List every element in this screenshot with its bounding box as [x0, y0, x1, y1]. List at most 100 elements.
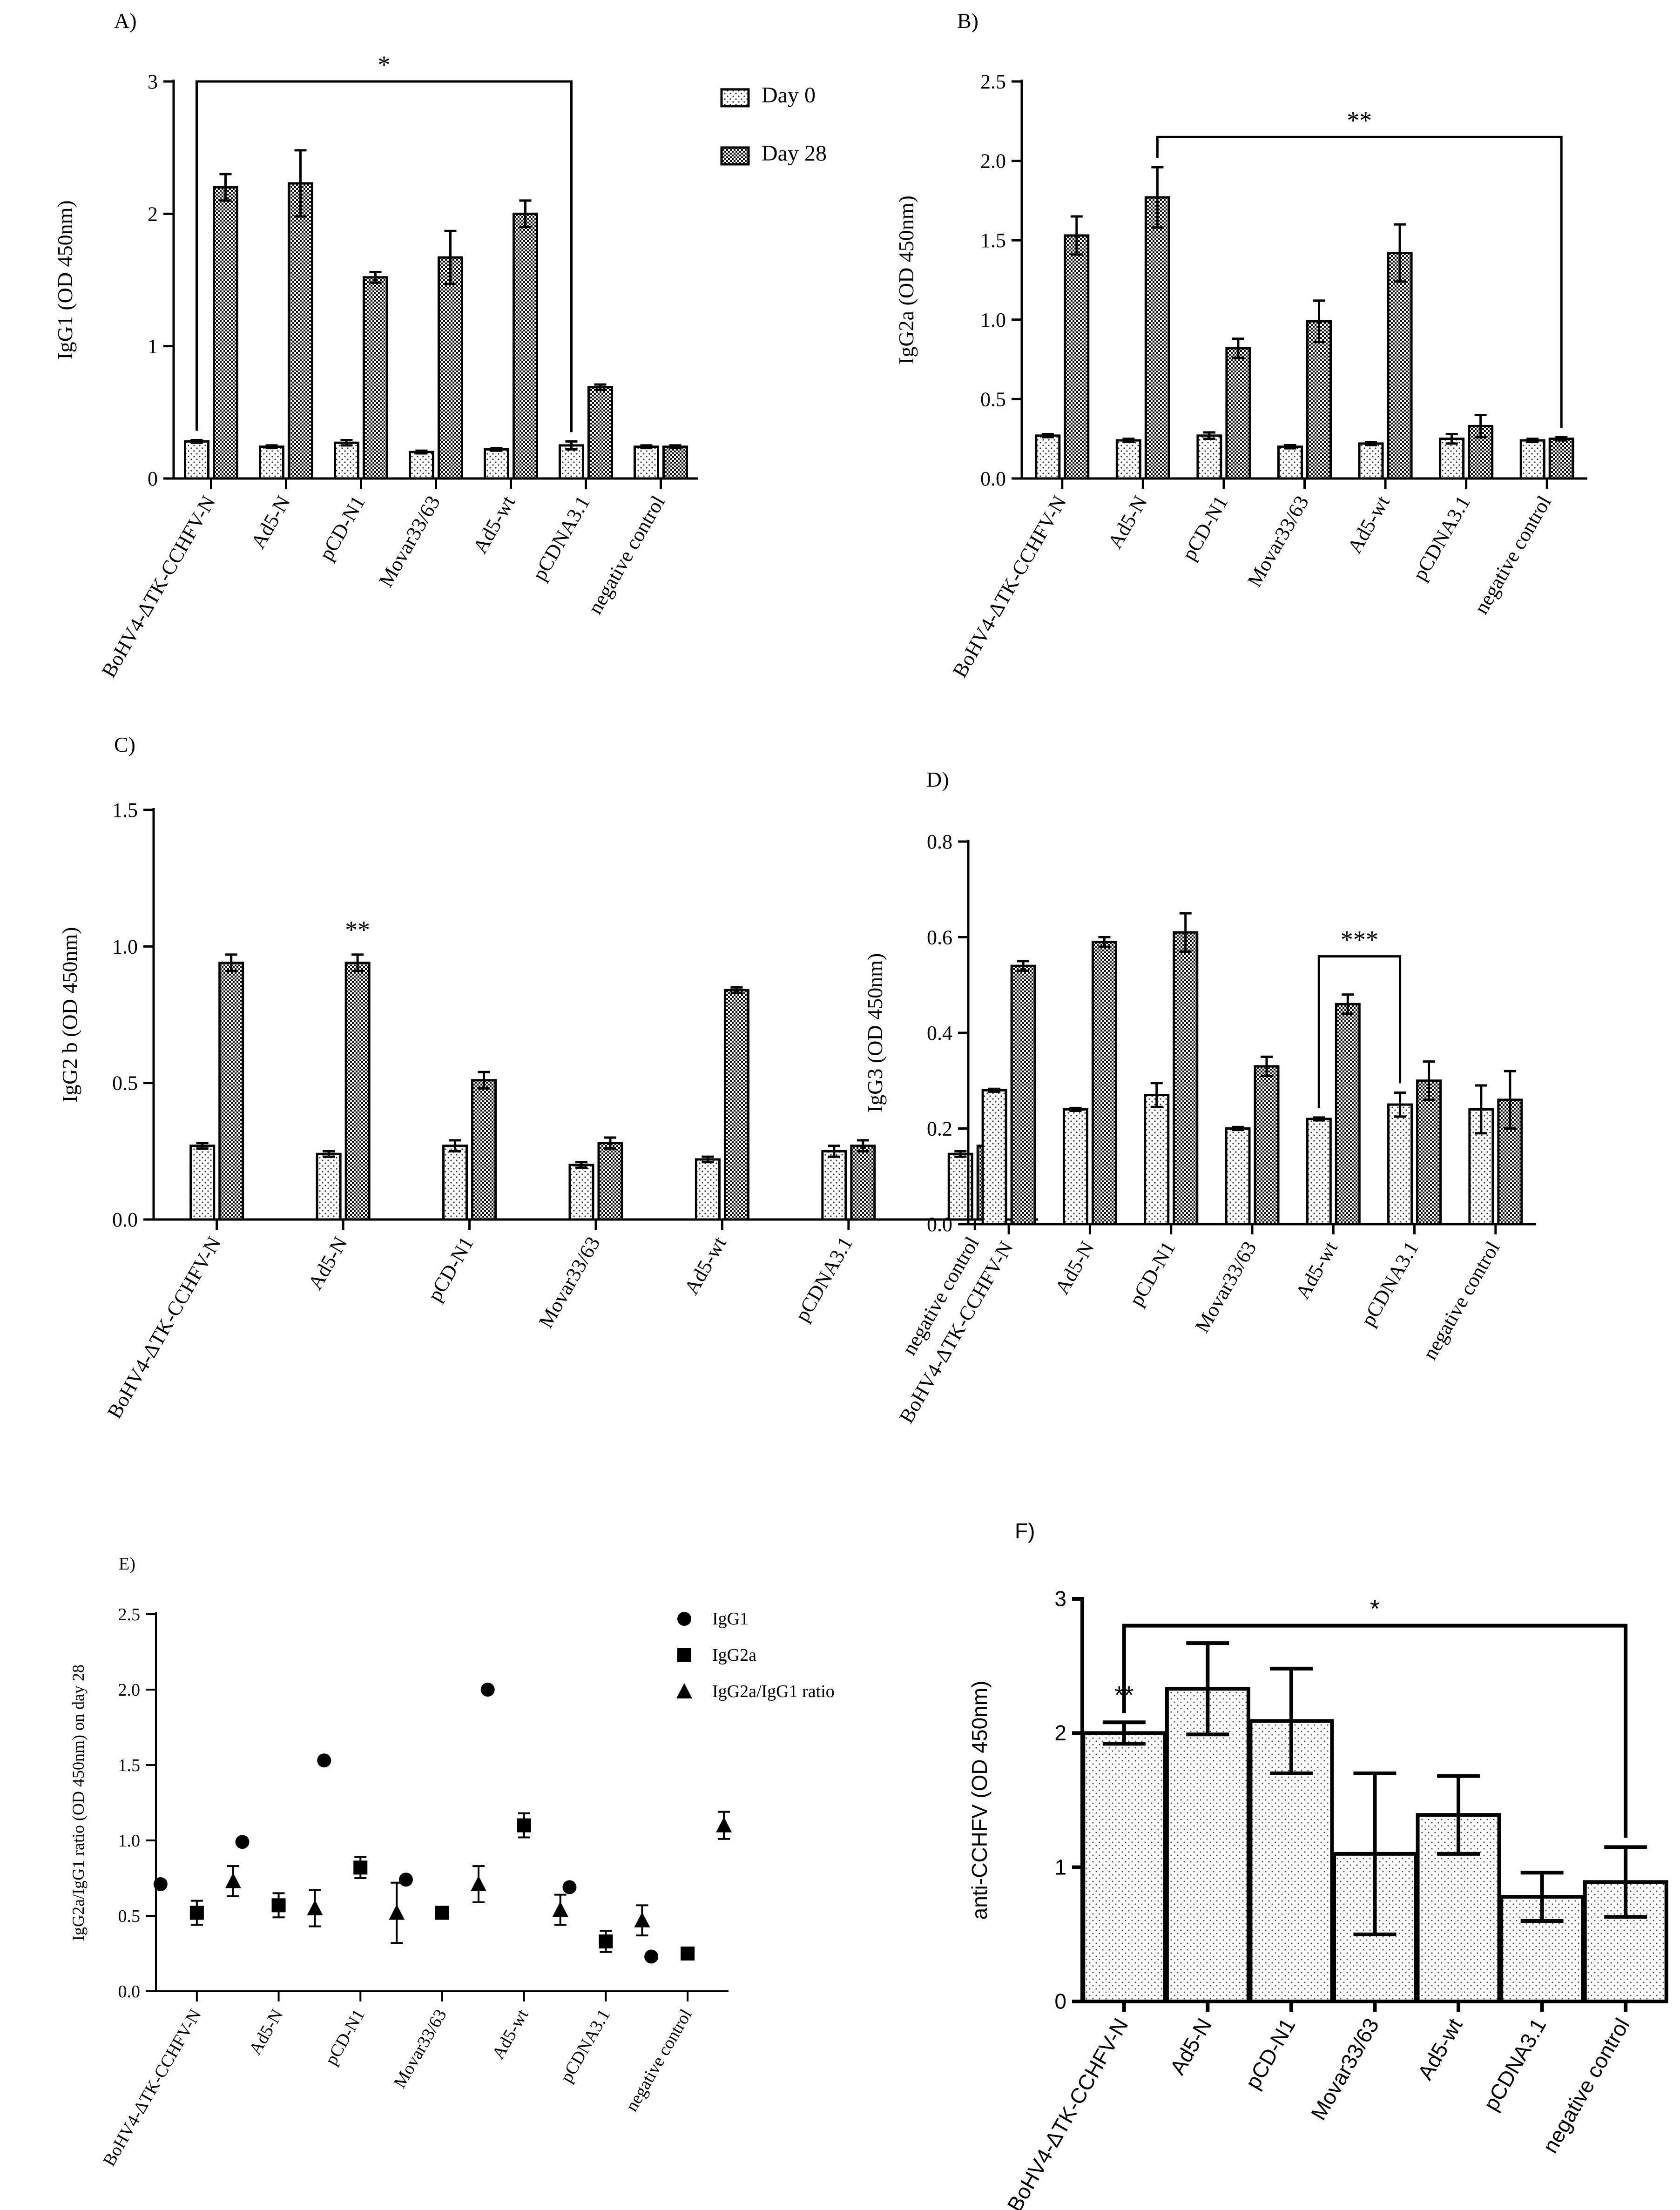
bar-value: [1165, 1687, 1250, 2003]
y-axis-label: IgG2a/IgG1 ratio (OD 450nm) on day 28: [69, 1664, 88, 1941]
x-tick-label: Movar33/63: [1306, 2014, 1383, 2124]
x-tick-label: negative control: [1538, 2014, 1634, 2157]
panel-label: D): [926, 768, 949, 791]
panel-label: F): [1015, 1519, 1035, 1543]
bar-day0: [259, 445, 284, 480]
panel-label: C): [114, 733, 135, 756]
y-tick-label: 0.5: [112, 1072, 138, 1095]
x-tick-label: pCDNA3.1: [790, 1233, 857, 1326]
bar-day28: [513, 212, 538, 480]
y-tick-label: 1: [1054, 1855, 1066, 1879]
marker-circle: [677, 1612, 691, 1626]
significance-label: **: [345, 916, 370, 944]
bar-value: [1081, 1731, 1167, 2003]
x-tick-label: pCDNA3.1: [1356, 1238, 1423, 1330]
bar-day28: [363, 276, 388, 480]
bar-day28: [1173, 931, 1199, 1226]
significance-label: ***: [1341, 926, 1378, 954]
bar-day0: [1358, 442, 1384, 480]
y-tick-label: 1.5: [112, 799, 138, 822]
x-tick-label: Movar33/63: [374, 492, 445, 591]
y-axis-label: anti-CCHFV (OD 450nm): [967, 1681, 992, 1920]
y-tick-label: 1: [148, 335, 158, 358]
bar-day0: [559, 444, 584, 480]
y-tick-label: 0.5: [118, 1907, 141, 1926]
marker-circle: [317, 1753, 331, 1768]
y-axis-label: IgG2 b (OD 450nm): [58, 927, 81, 1103]
marker-square: [677, 1648, 691, 1662]
y-axis-label: IgG1 (OD 450nm): [53, 200, 77, 359]
bar-day0: [1439, 438, 1465, 480]
x-tick-label: pCDNA3.1: [557, 2006, 614, 2086]
x-tick-label: negative control: [1418, 1238, 1505, 1364]
significance-bracket: [1156, 135, 1563, 428]
x-tick-label: pCD-N1: [1177, 492, 1232, 565]
x-tick-label: Ad5-N: [1103, 492, 1152, 552]
x-tick-label: Ad5-N: [245, 2006, 287, 2058]
y-tick-label: 0: [148, 467, 158, 490]
bar-day0: [1196, 434, 1222, 480]
marker-triangle: [552, 1901, 568, 1917]
bar-day0: [568, 1164, 594, 1221]
y-tick-label: 0.0: [112, 1208, 138, 1231]
x-tick-label: Movar33/63: [390, 2006, 450, 2092]
bar-day0: [189, 1145, 216, 1221]
significance-bracket: [1317, 955, 1402, 1108]
x-tick-label: pCDNA3.1: [1478, 2014, 1551, 2115]
x-tick-label: pCD-N1: [315, 492, 370, 565]
bar-day0: [316, 1152, 342, 1221]
y-tick-label: 1.0: [118, 1831, 141, 1851]
marker-square: [189, 1906, 204, 1920]
bar-day0: [1519, 439, 1545, 480]
x-tick-label: pCDNA3.1: [528, 492, 594, 585]
panel-label: A): [114, 9, 137, 33]
x-tick-label: negative control: [583, 492, 669, 618]
bar-day28: [723, 989, 749, 1221]
panel-e: E) 0.0 0.5 1.0 1.5 2.0 2.5 IgG2a/IgG1 ratio (OD…: [69, 1554, 835, 2170]
x-tick-label: BoHV4-ΔTK-CCHFV-N: [99, 2006, 205, 2170]
bar-day28: [1306, 320, 1332, 480]
marker-triangle: [471, 1875, 486, 1891]
bar-day28: [471, 1079, 497, 1221]
y-tick-label: 0.4: [927, 1022, 952, 1044]
marker-square: [599, 1934, 613, 1949]
marker-triangle: [716, 1817, 732, 1833]
marker-square: [435, 1906, 449, 1920]
panel-label: B): [957, 9, 978, 33]
legend: Day 0 Day 28: [720, 83, 827, 166]
y-tick-label: 2: [148, 202, 158, 225]
bar-day0: [1387, 1103, 1413, 1226]
bar-day28: [662, 445, 688, 480]
y-tick-label: 2.0: [980, 150, 1006, 173]
significance-bracket: [196, 80, 573, 432]
x-tick-label: Ad5-wt: [680, 1233, 731, 1299]
bar-day28: [1225, 347, 1251, 480]
x-tick-label: BoHV4-ΔTK-CCHFV-N: [103, 1233, 226, 1423]
bar-day28: [213, 186, 238, 480]
bar-day28: [597, 1142, 623, 1221]
y-tick-label: 0.5: [980, 388, 1006, 411]
bar-day28: [344, 962, 371, 1221]
panel-label: E): [119, 1554, 135, 1574]
y-tick-label: 0.6: [927, 926, 952, 949]
significance-label: **: [1347, 106, 1372, 134]
x-tick-label: Movar33/63: [1190, 1238, 1261, 1337]
y-tick-label: 0.0: [118, 1982, 141, 2001]
bar-day28: [850, 1145, 876, 1221]
panel-b: B) 0.0 0.5 1.0 1.5 2.0 2.5 IgG2a (OD 450nm) BoHV…: [894, 9, 1587, 681]
y-axis-label: IgG3 (OD 450nm): [863, 953, 887, 1112]
bar-day28: [587, 386, 613, 480]
marker-triangle: [389, 1904, 405, 1920]
y-tick-label: 1.5: [980, 229, 1006, 252]
y-tick-label: 1.0: [112, 935, 138, 958]
y-tick-label: 0: [1054, 1989, 1066, 2014]
marker-circle: [480, 1683, 495, 1697]
significance-label: *: [1370, 1595, 1380, 1623]
panel-f: F) 0 1 2 3 anti-CCHFV (OD 450nm) BoHV4-ΔTK-CCH…: [967, 1519, 1668, 2210]
bar-day28: [1335, 1003, 1361, 1226]
marker-square: [353, 1860, 368, 1875]
bar-day0: [1062, 1108, 1088, 1226]
y-tick-label: 2.5: [980, 70, 1006, 93]
y-tick-label: 2.0: [118, 1680, 141, 1700]
